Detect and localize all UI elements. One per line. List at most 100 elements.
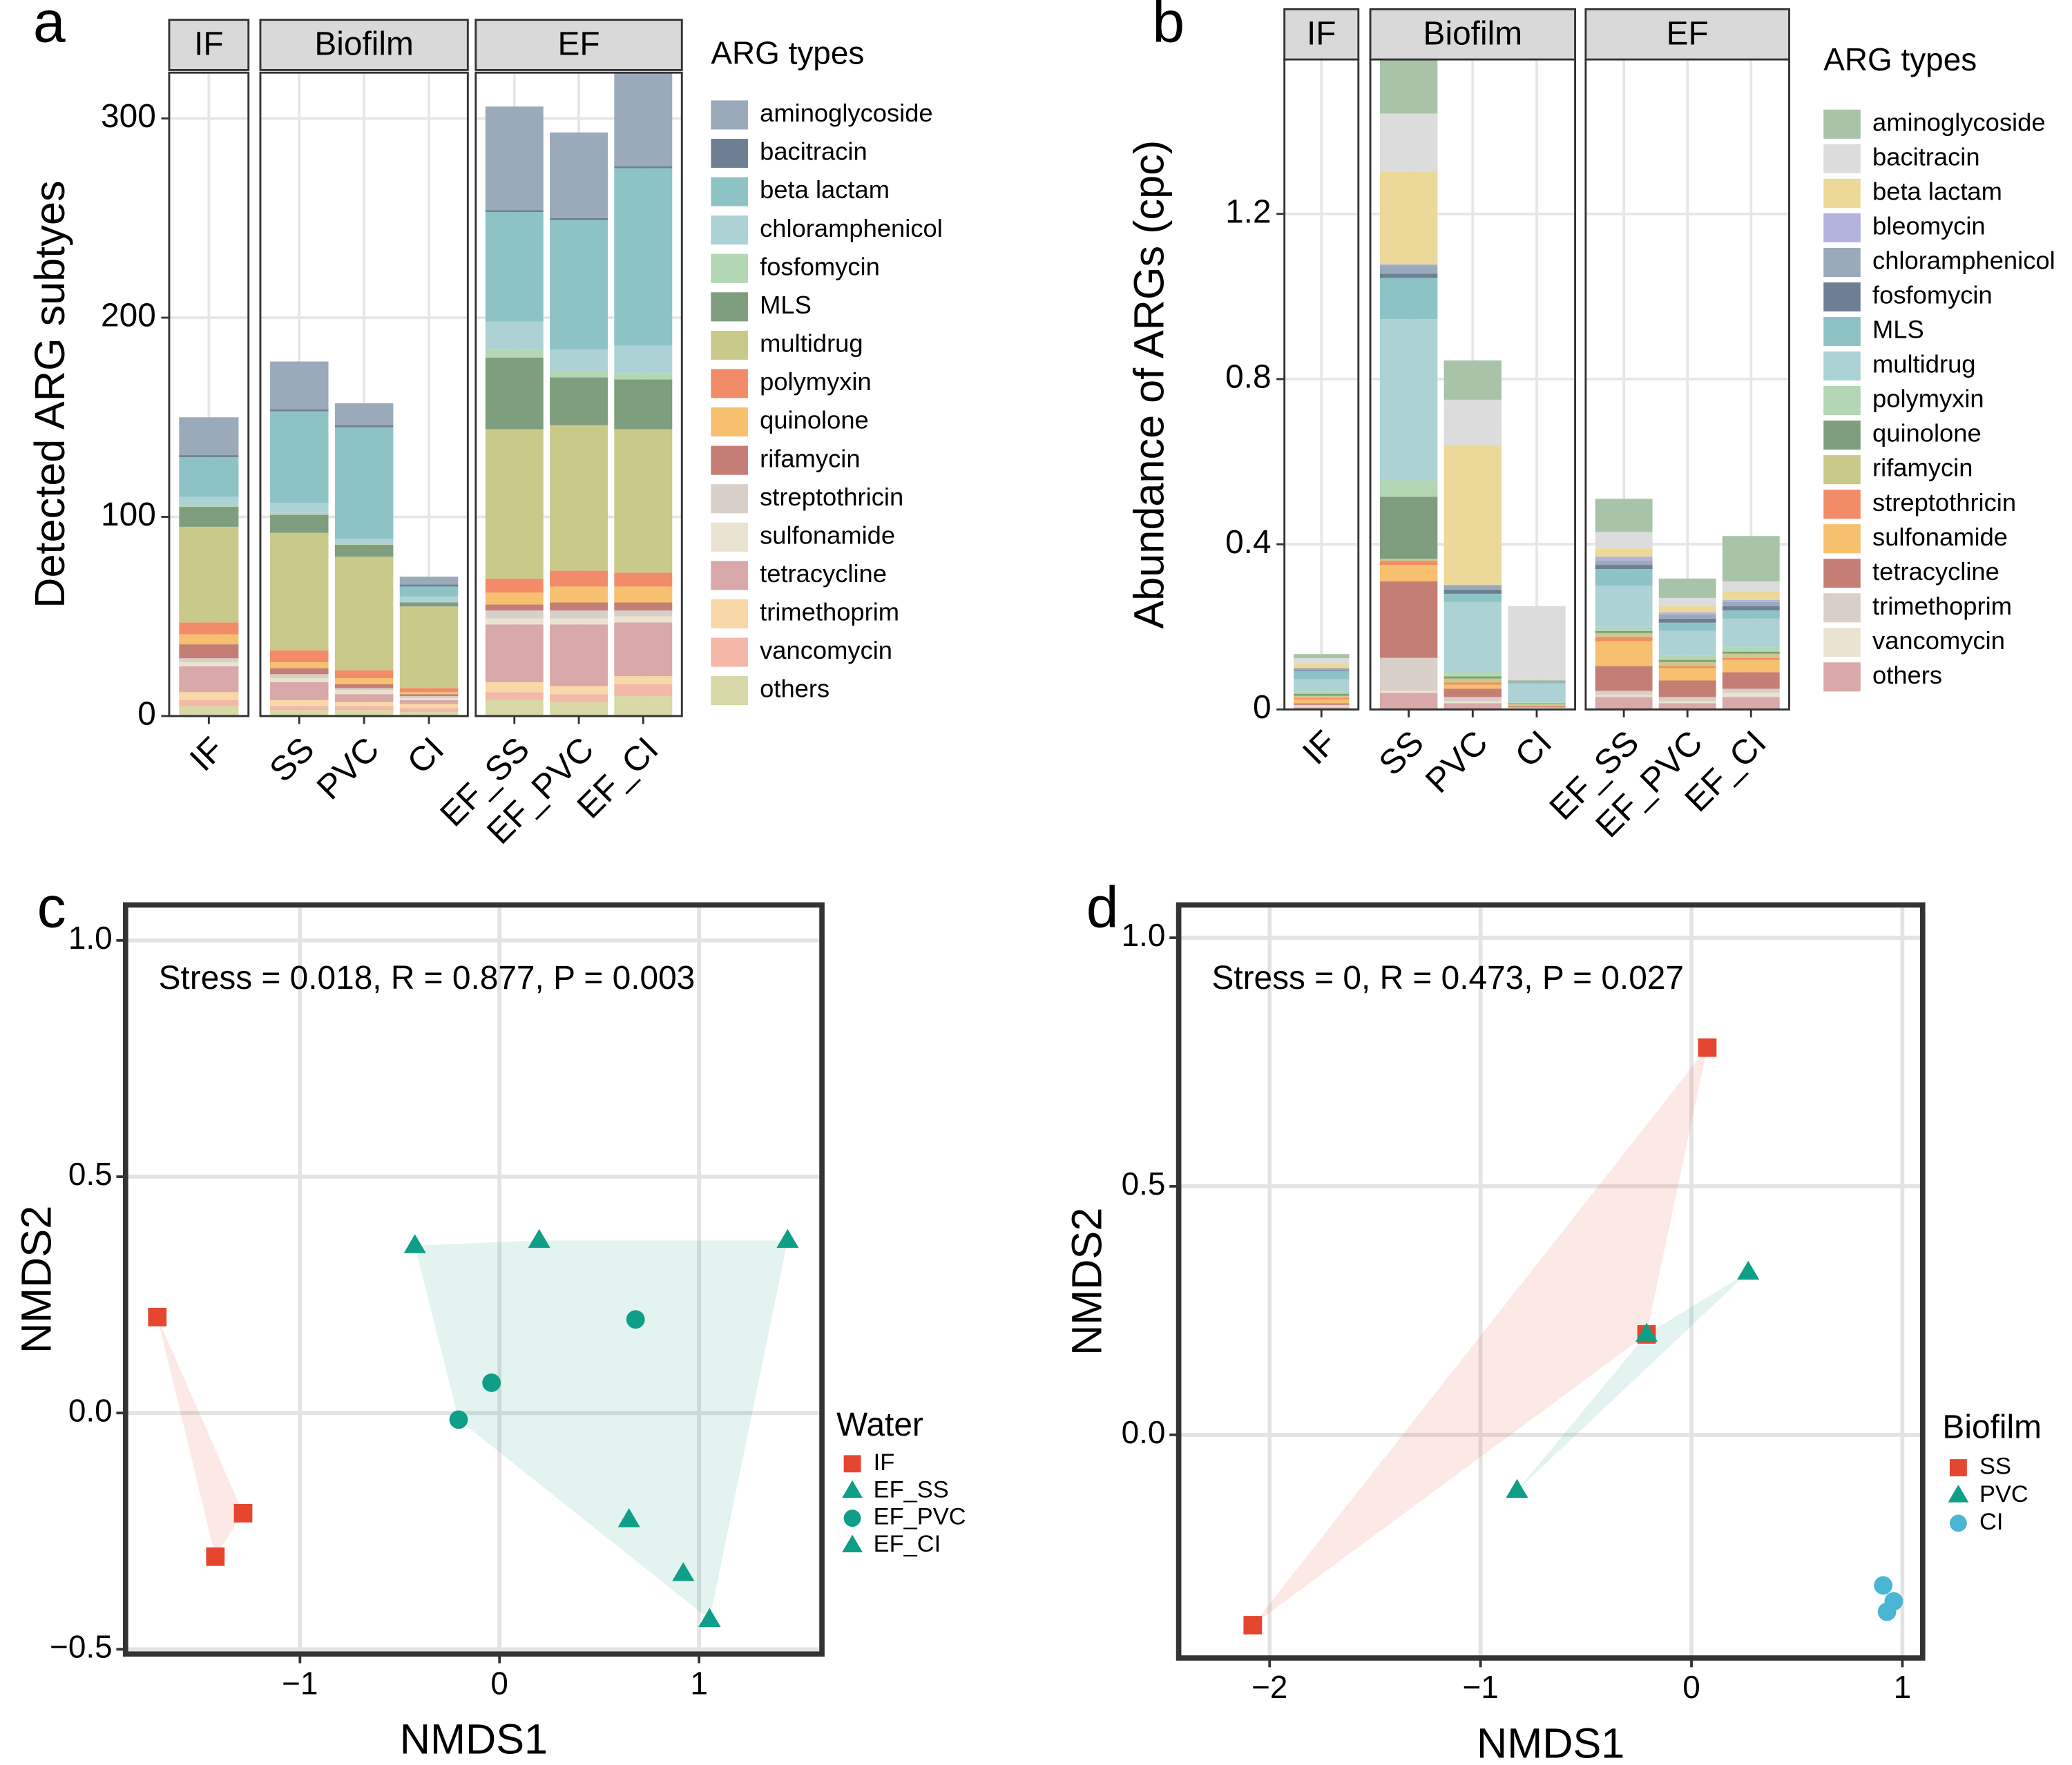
y-axis-label: NMDS2	[13, 1206, 60, 1353]
bar-segment	[334, 425, 394, 427]
bar-segment	[1294, 693, 1350, 696]
bar-segment	[614, 616, 673, 623]
bar-segment	[334, 557, 394, 671]
bar-segment	[1595, 695, 1653, 697]
bar-segment	[334, 684, 394, 688]
y-tick-label: 1.2	[1225, 193, 1271, 230]
bar-segment	[1508, 704, 1566, 706]
bar-segment	[1658, 578, 1716, 598]
bar-segment	[550, 694, 608, 702]
legend-swatch	[711, 292, 748, 322]
bar-segment	[550, 610, 608, 619]
bar-segment	[270, 662, 329, 668]
bar-segment	[1658, 612, 1716, 615]
legend-swatch	[1823, 455, 1861, 485]
bar-segment	[179, 700, 239, 706]
legend-swatch	[1823, 144, 1861, 173]
bar-segment	[485, 692, 544, 700]
panel-border	[474, 71, 683, 717]
point	[482, 1373, 501, 1392]
bar-segment	[1379, 319, 1438, 481]
bar-segment	[179, 456, 239, 497]
bar-segment	[614, 373, 673, 380]
legend-swatch	[711, 177, 748, 206]
bar-segment	[1508, 702, 1566, 704]
bar-segment	[179, 507, 239, 527]
bar-segment	[1658, 680, 1716, 697]
legend-swatch	[711, 561, 748, 590]
bar-segment	[614, 676, 673, 684]
bar-segment	[270, 361, 329, 409]
bar-segment	[1508, 707, 1566, 708]
y-tick-label: −0.5	[50, 1629, 113, 1665]
bar-segment	[1658, 630, 1716, 656]
legend-label: bacitracin	[760, 137, 867, 166]
point	[148, 1307, 167, 1327]
legend-marker	[1948, 1485, 1969, 1503]
bar-segment	[270, 512, 329, 515]
bar-segment	[399, 606, 459, 688]
legend-label: chloramphenicol	[1872, 247, 2055, 275]
y-tick-label: 1.0	[1122, 917, 1166, 953]
bar-segment	[399, 602, 459, 607]
x-tick-label: CI	[400, 730, 452, 782]
legend-swatch	[711, 484, 748, 514]
legend-label: chloramphenicol	[760, 214, 943, 242]
bar-segment	[179, 505, 239, 508]
legend-label: sulfonamide	[760, 521, 895, 549]
bar-segment	[550, 132, 608, 218]
point	[698, 1608, 721, 1628]
bar-segment	[550, 349, 608, 372]
bar-segment	[179, 634, 239, 645]
bar-segment	[1595, 626, 1653, 631]
panel-border	[122, 902, 825, 1657]
bar-segment	[614, 572, 673, 587]
bar-segment	[1294, 695, 1350, 698]
legend-label: polymyxin	[760, 367, 872, 396]
facet-label: EF	[557, 26, 599, 63]
legend-swatch	[1823, 524, 1861, 554]
legend-swatch	[1823, 351, 1861, 381]
bar-segment	[550, 570, 608, 587]
bar-segment	[485, 618, 544, 625]
bar-segment	[1294, 668, 1350, 671]
legend-swatch	[1823, 662, 1861, 692]
legend-marker	[843, 1455, 861, 1473]
bar-segment	[1379, 278, 1438, 320]
bar-segment	[399, 694, 459, 697]
legend-marker	[842, 1480, 863, 1498]
legend-title: Biofilm	[1942, 1409, 2041, 1446]
x-tick-label: IF	[1295, 723, 1344, 772]
bar-segment	[1294, 679, 1350, 692]
legend-swatch	[711, 676, 748, 706]
panel-letter: c	[37, 874, 66, 939]
legend-swatch	[1823, 628, 1861, 657]
bar-segment	[614, 602, 673, 611]
bar-segment	[270, 514, 329, 533]
legend-label: IF	[874, 1449, 895, 1476]
legend-label: MLS	[760, 291, 812, 319]
y-tick-label: 200	[101, 298, 156, 334]
bar-segment	[1294, 697, 1350, 700]
bar-segment	[550, 686, 608, 695]
bar-segment	[1595, 499, 1653, 532]
bar-segment	[1722, 651, 1780, 654]
legend-marker	[843, 1510, 861, 1527]
bar-segment	[1658, 668, 1716, 681]
y-tick-label: 0	[1253, 689, 1272, 726]
bar-segment	[179, 706, 239, 716]
bar-segment	[485, 592, 544, 605]
annotation: Stress = 0, R = 0.473, P = 0.027	[1211, 960, 1684, 996]
y-axis-label: NMDS2	[1064, 1208, 1111, 1356]
bar-segment	[334, 427, 394, 539]
bar-segment	[485, 682, 544, 693]
bar-segment	[270, 503, 329, 513]
legend-marker	[1949, 1459, 1967, 1476]
bar-segment	[1443, 593, 1502, 602]
bar-segment	[1294, 703, 1350, 705]
legend-label: vancomycin	[1872, 626, 2005, 655]
legend-swatch	[1823, 316, 1861, 347]
bar-segment	[1443, 688, 1502, 697]
bar-segment	[614, 345, 673, 374]
